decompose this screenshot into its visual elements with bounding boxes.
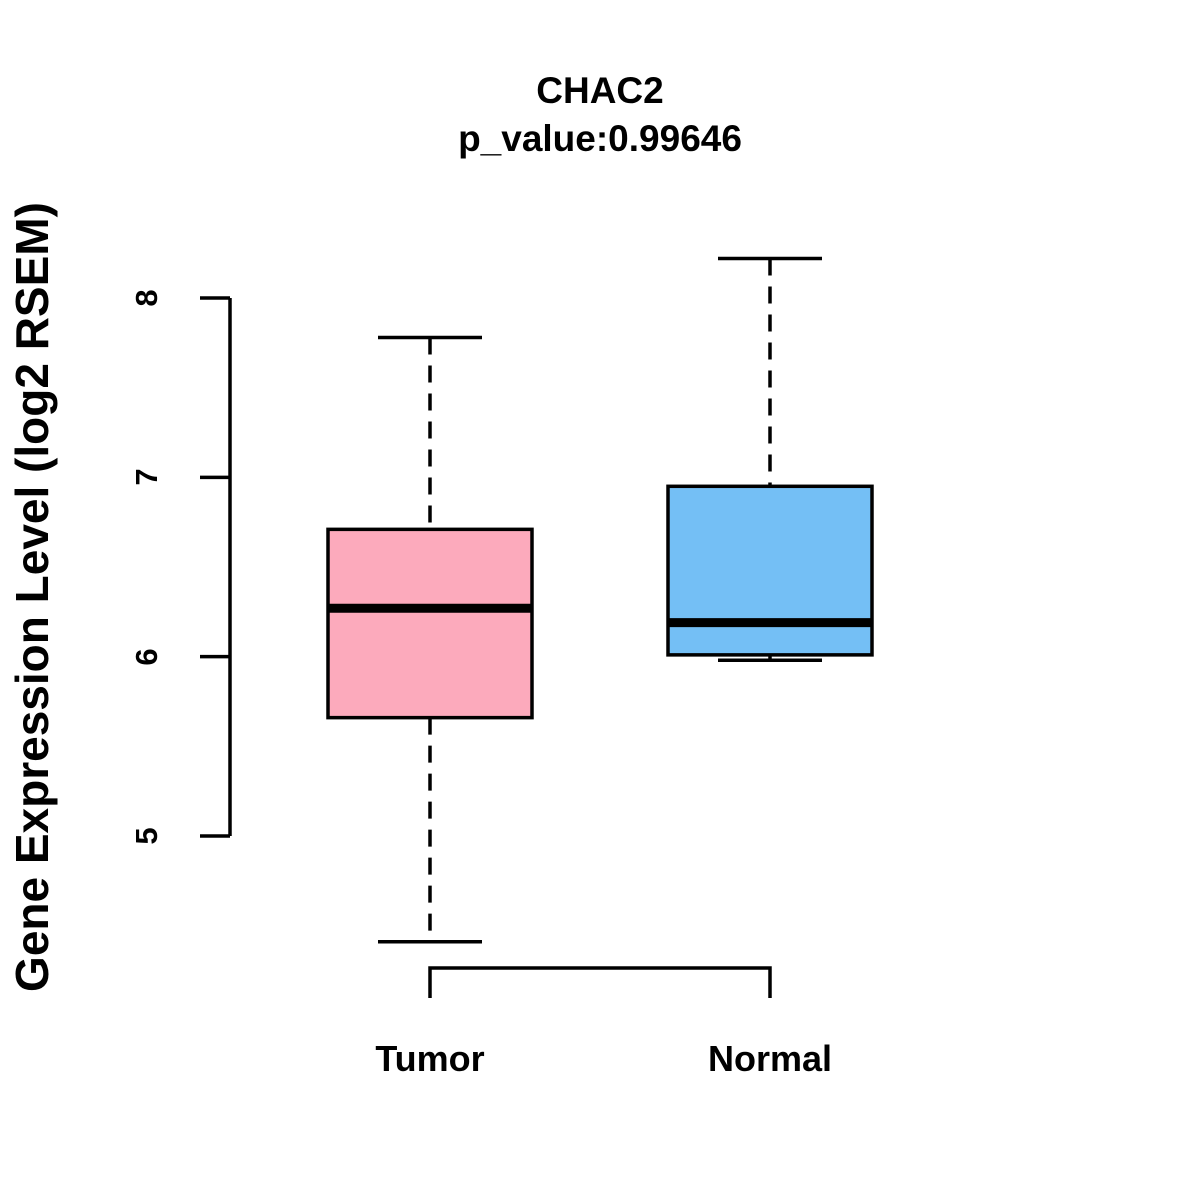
x-category-label-tumor: Tumor [375, 1038, 485, 1079]
iqr-box-tumor [326, 527, 534, 720]
chart-subtitle: p_value:0.99646 [458, 118, 742, 159]
x-category-label-normal: Normal [707, 1038, 833, 1079]
chart-title: CHAC2 [536, 70, 664, 111]
iqr-box-normal [666, 484, 874, 657]
x-axis-bracket [428, 966, 772, 998]
